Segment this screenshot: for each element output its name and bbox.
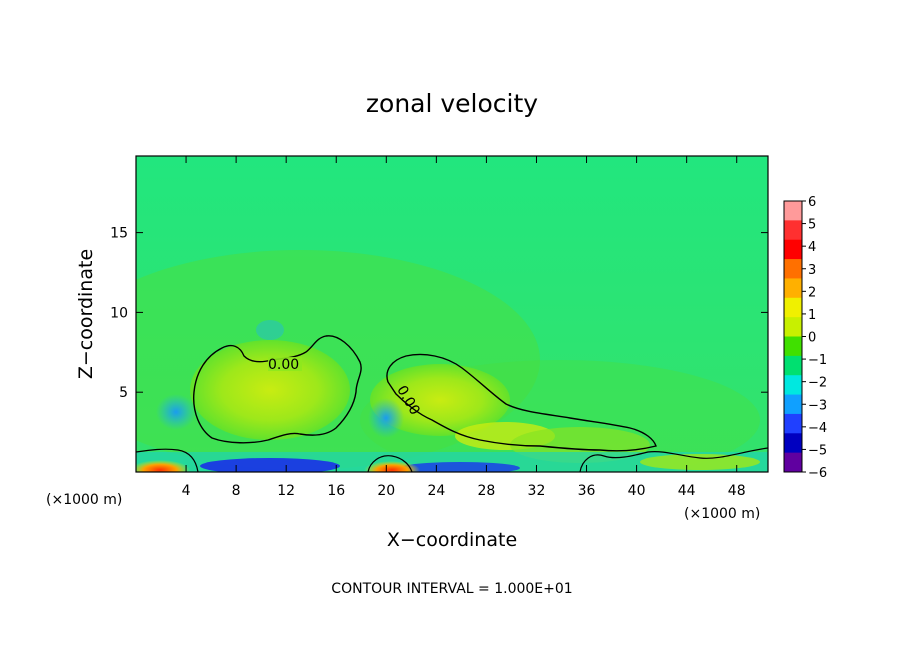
contour-label-1: 0.00 — [268, 357, 299, 373]
colorbar-label: −5 — [808, 443, 827, 458]
contour-interval-note: CONTOUR INTERVAL = 1.000E+01 — [331, 581, 572, 597]
colorbar-swatch — [784, 433, 802, 454]
colorbar-swatch — [784, 220, 802, 241]
x-tick-label: 36 — [578, 483, 596, 499]
colorbar-swatch — [784, 355, 802, 376]
contour-label-bg-1 — [268, 357, 302, 371]
x-unit-right: (×1000 m) — [684, 506, 760, 522]
colorbar-label: 5 — [808, 218, 816, 233]
colorbar-label: −1 — [808, 353, 827, 368]
x-axis-ticks: 4 8 12 16 20 24 28 32 36 40 44 48 — [182, 156, 746, 499]
x-tick-label: 40 — [628, 483, 646, 499]
colorbar-swatch — [784, 413, 802, 434]
velocity-field — [136, 156, 768, 472]
zero-contour-left — [193, 335, 362, 444]
y-tick-label: 5 — [119, 385, 128, 401]
zero-contour-middle — [386, 353, 657, 452]
x-tick-label: 48 — [728, 483, 746, 499]
colorbar-swatch — [784, 239, 802, 260]
colorbar-swatch — [784, 259, 802, 279]
x-axis-label: X−coordinate — [387, 529, 517, 551]
colorbar-swatch — [784, 336, 802, 357]
x-tick-label: 4 — [182, 483, 191, 499]
colorbar-label: −6 — [808, 466, 827, 481]
x-tick-label: 20 — [377, 483, 395, 499]
zero-contour-surface-right — [579, 447, 768, 472]
colorbar-label: 3 — [808, 263, 816, 278]
colorbar-label: −4 — [808, 421, 827, 436]
positive-surface-right — [640, 454, 760, 470]
y-axis-ticks: 5 10 15 — [110, 226, 768, 401]
x-tick-label: 12 — [277, 483, 295, 499]
positive-cell-middle — [370, 364, 510, 436]
y-axis-label: Z−coordinate — [75, 249, 97, 379]
colorbar-swatch — [784, 375, 802, 396]
strong-positive-surface-middle — [364, 461, 420, 472]
colorbar-swatch — [784, 317, 802, 337]
colorbar-label: −2 — [808, 376, 827, 391]
y-tick-label: 10 — [110, 305, 128, 321]
negative-patch-upper — [256, 320, 284, 340]
positive-cell-left — [190, 340, 350, 440]
y-tick-label: 15 — [110, 226, 128, 242]
colorbar-swatch — [784, 452, 802, 473]
x-unit-left: (×1000 m) — [46, 492, 122, 508]
colorbar-label: 1 — [808, 308, 816, 323]
x-tick-label: 8 — [232, 483, 241, 499]
x-tick-label: 28 — [478, 483, 496, 499]
x-tick-label: 16 — [327, 483, 345, 499]
plot-frame — [135, 155, 769, 473]
colorbar-label: 6 — [808, 195, 816, 210]
x-tick-label: 44 — [678, 483, 696, 499]
colorbar-label: 4 — [808, 240, 816, 255]
strong-negative-surface-left — [200, 458, 340, 472]
chart-title: zonal velocity — [366, 89, 538, 118]
colorbar-swatch — [784, 278, 802, 299]
negative-patch-middle — [368, 398, 404, 438]
colorbar-label: 0 — [808, 331, 816, 346]
x-tick-label: 24 — [427, 483, 445, 499]
colorbar-swatch — [784, 297, 802, 318]
negative-patch-left — [156, 394, 196, 430]
strong-positive-surface-left — [136, 460, 190, 472]
colorbar-label: 2 — [808, 285, 816, 300]
zero-contour-surface-left — [136, 448, 199, 472]
strong-negative-surface-middle — [400, 462, 520, 472]
colorbar-swatch — [784, 201, 802, 221]
x-tick-label: 32 — [528, 483, 546, 499]
colorbar-label: −3 — [808, 398, 827, 413]
colorbar: 6 5 4 3 2 1 0 −1 −2 −3 −4 −5 −6 — [783, 195, 827, 481]
colorbar-swatch — [784, 394, 802, 415]
zero-contour-surface-middle — [367, 455, 413, 472]
